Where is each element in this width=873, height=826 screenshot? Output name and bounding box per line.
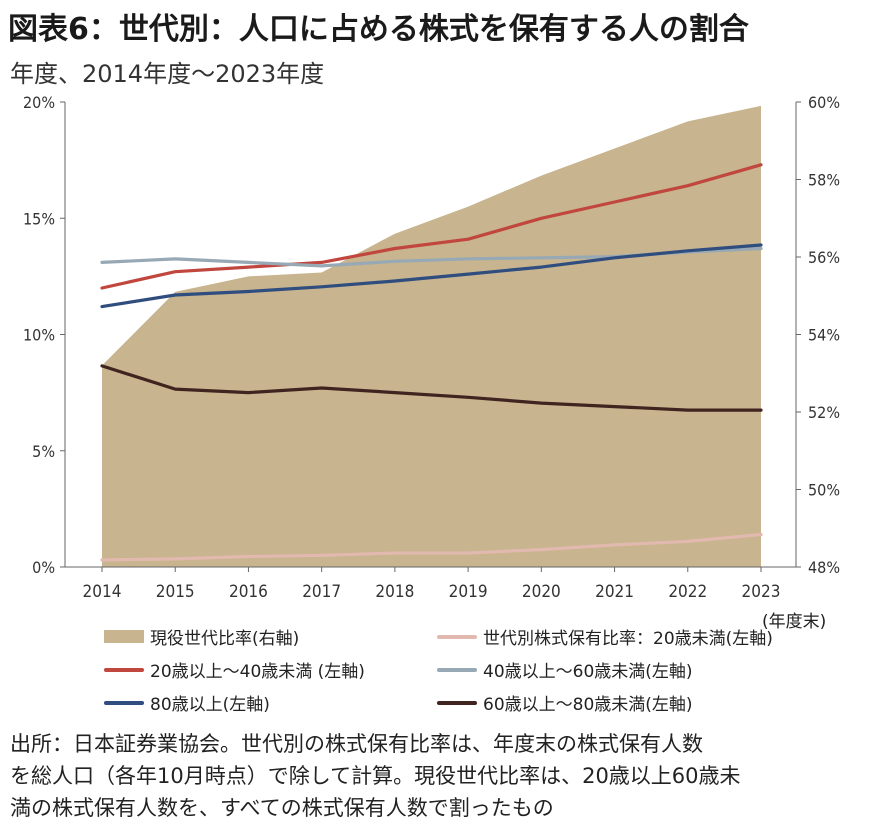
right-tick-label: 50% [808,481,840,500]
x-tick-label: 2016 [229,582,268,602]
legend-label-60-80: 60歳以上～80歳未満(左軸) [483,695,693,715]
legend-swatch-40-60 [437,667,477,672]
left-tick-label: 0% [32,558,55,577]
area-layer [102,105,761,568]
legend-label-under-20: 世代別株式保有比率：20歳未満(左軸) [483,629,773,649]
x-axis-unit-note: (年度末) [762,612,827,632]
legend-label-40-60: 40歳以上～60歳未満(左軸) [483,662,693,682]
right-tick-label: 48% [808,558,840,577]
legend-swatch-20-40 [104,667,144,672]
right-tick-label: 56% [808,248,840,267]
series-line-2 [100,163,763,290]
legend-item-20-40: 20歳以上～40歳未満 (左軸) [104,657,365,682]
x-tick-label: 2020 [522,582,561,602]
axis-layer: 0% 5% 10% 15% 20% 48% 50% 52% 54% 56% 58% 60% 2014 20… [23,93,840,602]
legend-item-working-age-ratio: 現役世代比率(右軸) [104,624,299,649]
x-tick-label: 2018 [375,582,414,602]
left-tick-label: 15% [23,209,55,228]
legend-item-40-60: 40歳以上～60歳未満(左軸) [437,657,693,682]
left-tick-label: 5% [32,442,55,461]
chart-title: 図表6：世代別：人口に占める株式を保有する人の割合 [8,12,749,47]
right-tick-label: 54% [808,326,840,345]
source-line: 満の株式保有人数を、すべての株式保有人数で割ったもの [10,796,554,820]
right-tick-label: 58% [808,171,840,190]
x-tick-label: 2022 [668,582,707,602]
legend-swatch-80-plus [104,700,144,705]
x-tick-label: 2014 [83,582,122,602]
series-line-4 [100,243,763,309]
legend-item-80-plus: 80歳以上(左軸) [104,690,270,715]
chart-canvas: 0% 5% 10% 15% 20% 48% 50% 52% 54% 56% 58% 60% 2014 20… [23,93,840,602]
legend-label-working-age-ratio: 現役世代比率(右軸) [150,629,300,649]
left-tick-label: 10% [23,326,55,345]
legend-swatch-working-age-ratio [104,630,144,643]
legend-item-60-80: 60歳以上～80歳未満(左軸) [437,690,693,715]
x-tick-label: 2021 [595,582,634,602]
legend-swatch-under-20 [437,634,477,639]
x-tick-label: 2017 [302,582,341,602]
source-line: 出所：日本証券業協会。世代別の株式保有比率は、年度末の株式保有人数 [10,732,703,756]
x-tick-label: 2015 [156,582,195,602]
right-tick-label: 52% [808,403,840,422]
source-line: を総人口（各年10月時点）で除して計算。現役世代比率は、20歳以上60歳未 [10,764,741,788]
x-tick-label: 2023 [742,582,781,602]
legend-label-80-plus: 80歳以上(左軸) [150,695,270,715]
x-tick-label: 2019 [449,582,488,602]
right-tick-label: 60% [808,93,840,112]
legend-swatch-60-80 [437,700,477,705]
series-area-working-age-ratio [102,105,761,568]
legend-label-20-40: 20歳以上～40歳未満 (左軸) [150,662,365,682]
series-line-5 [100,364,763,412]
legend-item-under-20: 世代別株式保有比率：20歳未満(左軸) [437,624,773,649]
line-layer [100,163,763,562]
chart-subtitle: 年度、2014年度～2023年度 [10,60,325,88]
left-tick-label: 20% [23,93,55,112]
series-line-1 [100,532,763,562]
legend: 現役世代比率(右軸) 世代別株式保有比率：20歳未満(左軸) 20歳以上～40歳… [0,620,873,716]
source-note: 出所：日本証券業協会。世代別の株式保有比率は、年度末の株式保有人数 を総人口（各… [10,728,870,824]
